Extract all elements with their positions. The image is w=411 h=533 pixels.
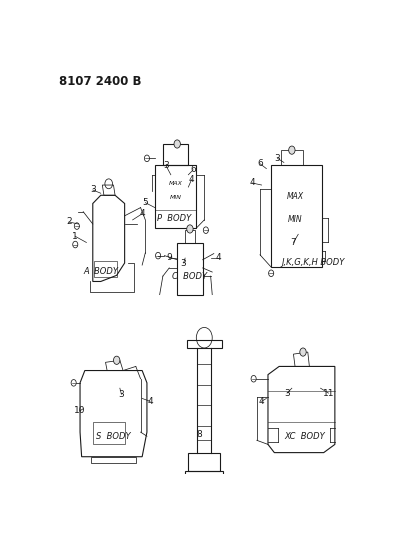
Text: 4: 4 <box>189 175 194 184</box>
Text: S  BODY: S BODY <box>96 432 131 441</box>
Circle shape <box>174 140 180 148</box>
Text: MIN: MIN <box>170 196 182 200</box>
Text: MAX: MAX <box>169 181 182 186</box>
Text: MAX: MAX <box>286 192 304 201</box>
Circle shape <box>289 146 295 154</box>
Circle shape <box>113 356 120 365</box>
Bar <box>95 261 117 277</box>
Text: 3: 3 <box>284 389 290 398</box>
Bar <box>93 422 125 445</box>
Text: 4: 4 <box>249 179 255 188</box>
Text: MIN: MIN <box>288 215 302 224</box>
Text: 5: 5 <box>143 198 148 207</box>
Text: 4: 4 <box>216 253 222 262</box>
Text: 8: 8 <box>196 430 202 439</box>
Text: XC  BODY: XC BODY <box>284 432 325 441</box>
Text: 10: 10 <box>74 406 86 415</box>
Text: 3: 3 <box>119 390 124 399</box>
Text: 4: 4 <box>139 209 145 218</box>
Text: 3: 3 <box>90 185 96 195</box>
Text: 4: 4 <box>259 397 264 406</box>
Text: 11: 11 <box>323 389 334 398</box>
Text: 8107 2400 B: 8107 2400 B <box>59 76 142 88</box>
Text: 6: 6 <box>257 159 263 168</box>
Text: 2: 2 <box>66 217 72 227</box>
Text: 3: 3 <box>181 259 187 268</box>
Text: 7: 7 <box>291 238 296 247</box>
Circle shape <box>300 348 306 356</box>
Text: A  BODY: A BODY <box>83 267 118 276</box>
Text: 6: 6 <box>190 165 196 174</box>
Text: 4: 4 <box>147 397 153 406</box>
Text: P  BODY: P BODY <box>157 214 191 223</box>
Circle shape <box>187 225 193 233</box>
Text: 3: 3 <box>163 161 169 170</box>
Text: 1: 1 <box>72 232 78 241</box>
Text: J,K,G,K,H BODY: J,K,G,K,H BODY <box>281 258 344 267</box>
Text: 9: 9 <box>166 253 172 262</box>
Text: 3: 3 <box>275 154 280 163</box>
Text: C  BODY: C BODY <box>172 272 208 281</box>
